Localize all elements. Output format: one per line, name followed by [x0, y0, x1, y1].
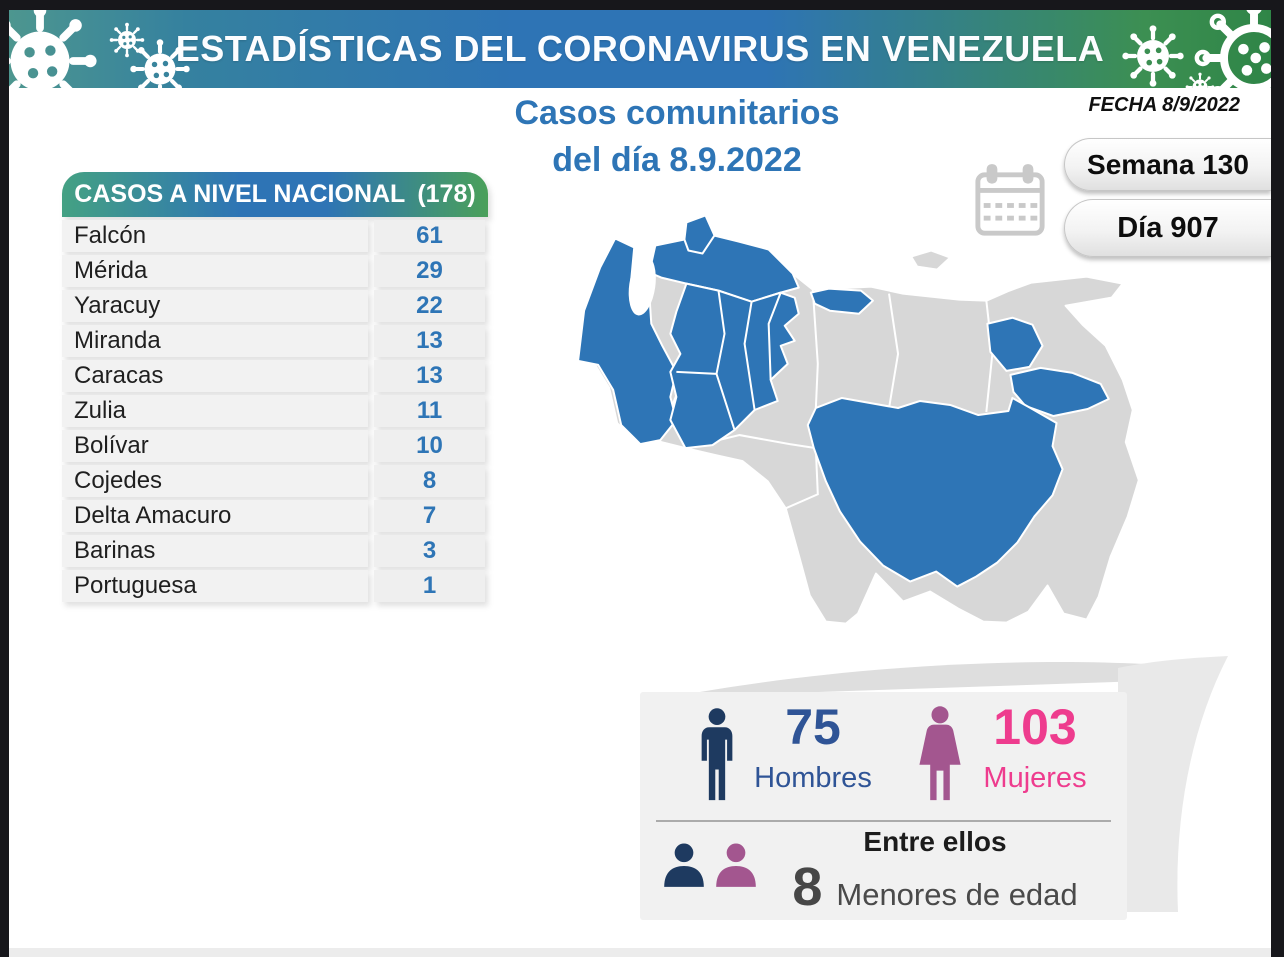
cases-table: CASOS A NIVEL NACIONAL (178) Falcón 61 Mér…: [62, 172, 488, 602]
table-row: Delta Amacuro 7: [62, 500, 488, 532]
map-island-margarita: [909, 249, 953, 271]
virus-outline-icon: [1194, 10, 1271, 88]
map-peninsula-paraguana: [683, 214, 716, 255]
venezuela-map: [576, 214, 1140, 625]
page-title: ESTADÍSTICAS DEL CORONAVIRUS EN VENEZUEL…: [175, 28, 1105, 69]
state-cases: 1: [374, 570, 485, 602]
day-badge: Día 907: [1064, 199, 1271, 257]
calendar-icon: [975, 164, 1045, 236]
table-row: Portuguesa 1: [62, 570, 488, 602]
state-cases: 29: [374, 255, 485, 287]
map-state-monagas: [986, 316, 1044, 372]
virus-icon: [129, 38, 191, 88]
state-name: Falcón: [62, 220, 368, 252]
state-name: Caracas: [62, 360, 368, 392]
state-cases: 10: [374, 430, 485, 462]
panel-divider: [656, 820, 1111, 822]
map-state-miranda: [809, 287, 874, 315]
state-name: Zulia: [62, 395, 368, 427]
map-highlighted-states: [577, 214, 1110, 588]
map-cluster-borders: [676, 290, 782, 431]
table-row: Bolívar 10: [62, 430, 488, 462]
table-row: Zulia 11: [62, 395, 488, 427]
minors-icons: [662, 842, 758, 890]
state-cases: 7: [374, 500, 485, 532]
virus-icon: [1121, 24, 1185, 88]
state-cases: 61: [374, 220, 485, 252]
map-region-central-west: [669, 282, 800, 450]
person-bust-male-icon: [664, 843, 704, 887]
minors-label: Menores de edad: [836, 877, 1078, 912]
state-cases: 11: [374, 395, 485, 427]
cases-table-title: CASOS A NIVEL NACIONAL: [74, 180, 406, 208]
state-name: Portuguesa: [62, 570, 368, 602]
state-name: Miranda: [62, 325, 368, 357]
table-row: Barinas 3: [62, 535, 488, 567]
state-name: Bolívar: [62, 430, 368, 462]
women-label: Mujeres: [983, 762, 1087, 794]
map-state-bolivar: [806, 396, 1064, 588]
frame-left: [0, 0, 9, 957]
header-banner: ESTADÍSTICAS DEL CORONAVIRUS EN VENEZUEL…: [9, 10, 1271, 88]
state-cases: 13: [374, 360, 485, 392]
state-name: Delta Amacuro: [62, 500, 368, 532]
bottom-strip: [9, 948, 1271, 957]
cases-table-rows: Falcón 61 Mérida 29 Yaracuy 22 Miranda 13 Caraca…: [62, 220, 488, 602]
state-cases: 13: [374, 325, 485, 357]
woman-icon: [919, 706, 961, 801]
demographics-panel: 75 Hombres 103 Mujeres Entre ellos 8 Men…: [640, 692, 1127, 920]
state-name: Yaracuy: [62, 290, 368, 322]
week-badge: Semana 130: [1064, 138, 1271, 191]
minors-block: Entre ellos 8 Menores de edad: [760, 826, 1110, 914]
women-count: 103: [993, 699, 1077, 755]
map-state-delta-amacuro: [1009, 366, 1110, 418]
table-row: Caracas 13: [62, 360, 488, 392]
state-cases: 3: [374, 535, 485, 567]
table-row: Yaracuy 22: [62, 290, 488, 322]
minors-caption: Entre ellos: [863, 826, 1007, 857]
person-bust-female-icon: [716, 843, 756, 887]
state-cases: 8: [374, 465, 485, 497]
state-name: Barinas: [62, 535, 368, 567]
frame-top: [0, 0, 1284, 10]
date-label: FECHA 8/9/2022: [1088, 94, 1240, 116]
panel-curl-decoration: [700, 656, 1228, 912]
table-row: Cojedes 8: [62, 465, 488, 497]
virus-icon: [9, 10, 99, 88]
subtitle: Casos comunitarios del día 8.9.2022: [427, 90, 927, 184]
cases-table-total: (178): [417, 180, 476, 208]
minors-count: 8: [792, 857, 823, 917]
state-name: Mérida: [62, 255, 368, 287]
frame-right: [1271, 0, 1284, 957]
table-row: Mérida 29: [62, 255, 488, 287]
table-row: Falcón 61: [62, 220, 488, 252]
map-lake-maracaibo: [628, 255, 656, 316]
men-label: Hombres: [754, 762, 872, 794]
men-count: 75: [785, 699, 841, 755]
subtitle-line2: del día 8.9.2022: [552, 141, 802, 179]
table-row: Miranda 13: [62, 325, 488, 357]
cases-table-header: CASOS A NIVEL NACIONAL (178): [62, 172, 488, 217]
state-cases: 22: [374, 290, 485, 322]
subtitle-line1: Casos comunitarios: [514, 94, 840, 132]
state-name: Cojedes: [62, 465, 368, 497]
